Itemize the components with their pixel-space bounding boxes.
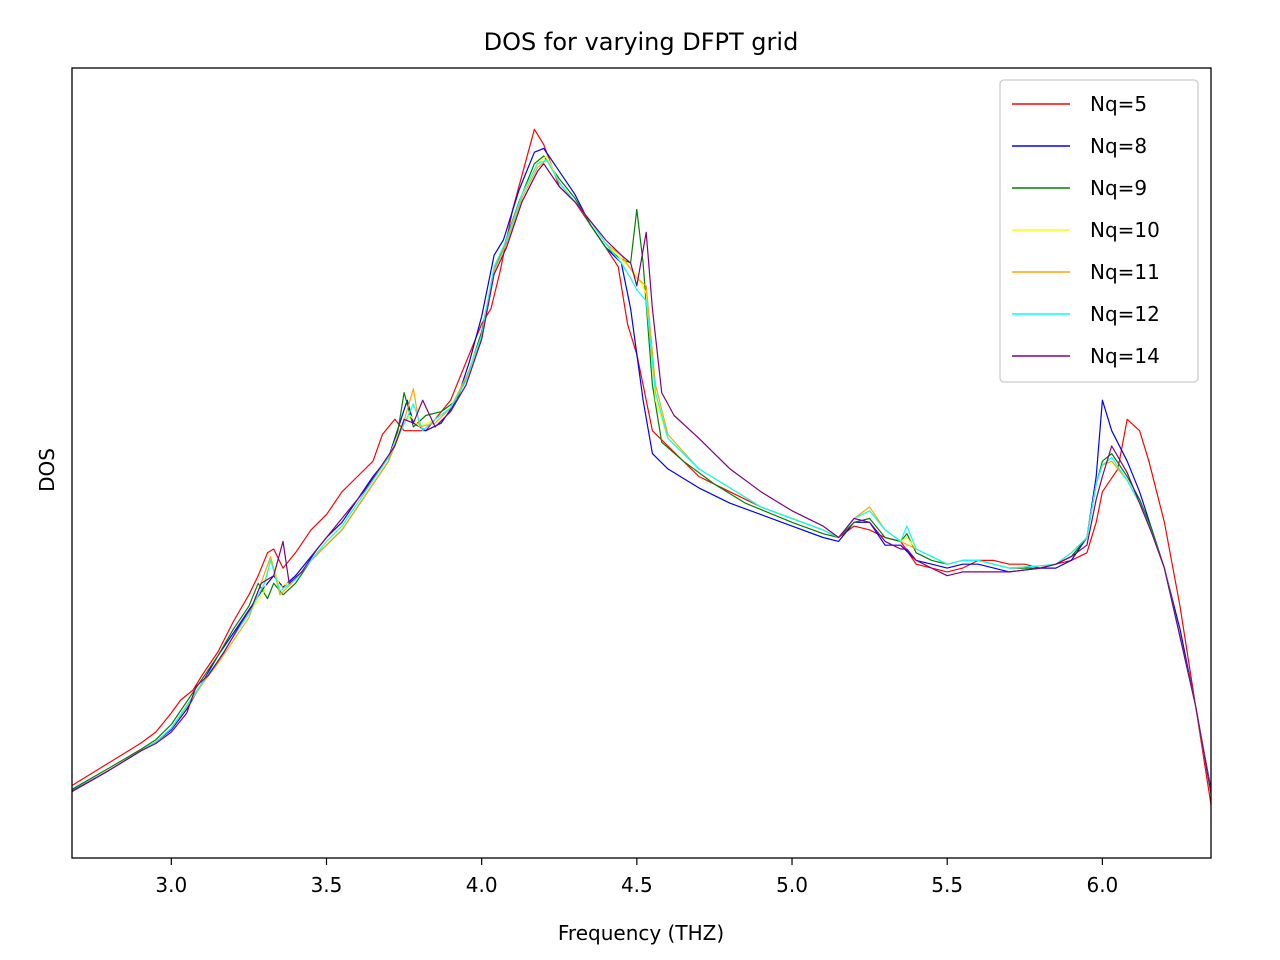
y-axis-label: DOS xyxy=(35,448,59,492)
x-tick-label: 6.0 xyxy=(1086,873,1118,897)
legend-label: Nq=14 xyxy=(1090,344,1160,368)
series-layer xyxy=(71,128,1212,805)
x-tick-label: 3.5 xyxy=(311,873,343,897)
legend-label: Nq=10 xyxy=(1090,218,1160,242)
legend-label: Nq=8 xyxy=(1090,134,1147,158)
x-axis-ticks: 3.0 3.5 4.0 4.5 5.0 5.5 6.0 xyxy=(155,858,1118,897)
legend-label: Nq=5 xyxy=(1090,92,1147,116)
x-axis-label: Frequency (THZ) xyxy=(558,921,724,945)
legend-items: Nq=5 Nq=8 Nq=9 Nq=10 Nq=11 Nq=12 Nq=14 xyxy=(1012,92,1160,368)
legend-frame xyxy=(999,79,1199,383)
series-line-nq-14 xyxy=(71,163,1212,794)
legend-label: Nq=12 xyxy=(1090,302,1160,326)
legend: Nq=5 Nq=8 Nq=9 Nq=10 Nq=11 Nq=12 Nq=14 xyxy=(999,79,1199,383)
x-tick-label: 4.5 xyxy=(621,873,653,897)
legend-label: Nq=11 xyxy=(1090,260,1160,284)
plot-frame xyxy=(71,67,1212,859)
x-tick-label: 5.5 xyxy=(931,873,963,897)
x-tick-label: 3.0 xyxy=(155,873,187,897)
x-tick-label: 5.0 xyxy=(776,873,808,897)
legend-label: Nq=9 xyxy=(1090,176,1147,200)
chart-title: DOS for varying DFPT grid xyxy=(484,28,799,56)
x-tick-label: 4.0 xyxy=(466,873,498,897)
